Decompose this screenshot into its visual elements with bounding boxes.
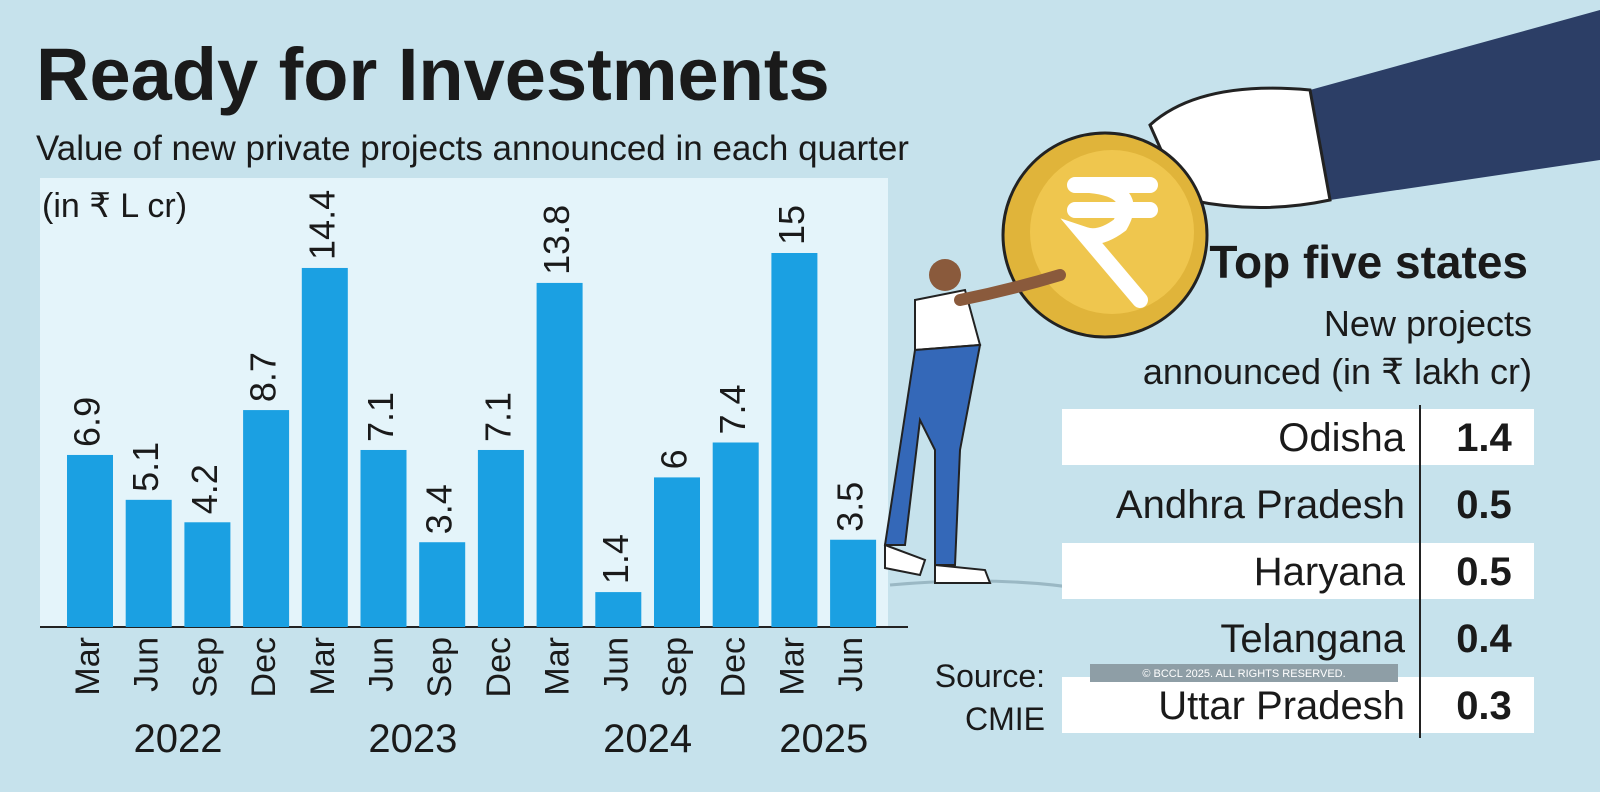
x-tick-label: Dec	[715, 637, 753, 697]
x-tick-label: Sep	[186, 637, 224, 698]
table-row-bg	[1062, 677, 1534, 733]
x-tick-label: Jun	[362, 637, 400, 692]
year-label: 2025	[779, 717, 868, 761]
bar	[301, 267, 348, 627]
bar	[771, 253, 818, 627]
x-tick-label: Sep	[421, 637, 459, 698]
bar	[419, 542, 466, 627]
trousers	[883, 343, 982, 566]
state-value: 0.3	[1456, 684, 1512, 728]
data-label: 3.5	[830, 482, 871, 532]
x-tick-label: Jun	[832, 637, 870, 692]
year-label: 2022	[134, 717, 223, 761]
table: Odisha 1.4 Andhra Pradesh 0.5 Haryana 0.5 Tela…	[1062, 409, 1534, 733]
data-label: 7.1	[360, 392, 401, 442]
x-tick-label: Mar	[69, 637, 107, 696]
bar	[830, 539, 877, 627]
x-tick-label: Jun	[128, 637, 166, 692]
data-label: 5.1	[125, 442, 166, 492]
data-label: 4.2	[184, 464, 225, 514]
table-row-bg	[1062, 409, 1534, 465]
unit-label: (in ₹ L cr)	[42, 187, 187, 225]
data-label: 7.4	[712, 384, 753, 434]
state-value: 0.5	[1456, 483, 1512, 527]
sleeve	[1310, 10, 1600, 200]
illustration	[883, 10, 1600, 592]
copyright-box	[1090, 664, 1398, 682]
data-label: 14.4	[301, 190, 342, 260]
x-tick-label: Jun	[597, 637, 635, 692]
data-label: 3.4	[419, 484, 460, 534]
chart-title: Ready for Investments	[36, 33, 830, 116]
data-label: 15	[771, 205, 812, 245]
bar	[654, 477, 700, 627]
x-tick-label: Dec	[245, 637, 283, 697]
year-label: 2023	[368, 717, 457, 761]
x-tick-label: Dec	[480, 637, 518, 697]
bar	[536, 282, 583, 627]
arm	[954, 269, 1066, 306]
table-subtitle: New projects	[1324, 303, 1532, 344]
data-label: 1.4	[595, 534, 636, 584]
bar	[243, 410, 290, 627]
state-value: 0.4	[1456, 617, 1512, 661]
table-row-bg	[1062, 543, 1534, 599]
year-label: 2024	[603, 717, 692, 761]
x-tick-label: Mar	[539, 637, 577, 696]
source: CMIE	[965, 701, 1045, 737]
state-value: 1.4	[1456, 416, 1512, 460]
bar	[125, 499, 172, 627]
x-tick-label: Mar	[773, 637, 811, 696]
data-label: 6	[654, 449, 695, 469]
x-tick-label: Mar	[304, 637, 342, 696]
state-name: Odisha	[1278, 416, 1405, 460]
data-label: 13.8	[536, 205, 577, 275]
chart-subtitle: Value of new private projects announced …	[36, 129, 909, 168]
bar	[184, 522, 231, 627]
state-name: Telangana	[1220, 617, 1405, 661]
bar	[712, 442, 759, 627]
source: Source:	[935, 658, 1045, 694]
state-name: Andhra Pradesh	[1116, 483, 1405, 527]
shoes	[884, 543, 992, 584]
state-name: Haryana	[1254, 550, 1406, 594]
bar	[360, 449, 407, 627]
copyright: © BCCL 2025. ALL RIGHTS RESERVED.	[1142, 668, 1345, 680]
data-label: 6.9	[67, 397, 108, 447]
bar	[595, 592, 642, 627]
data-label: 8.7	[243, 352, 284, 402]
bar	[67, 454, 113, 627]
data-label: 7.1	[477, 392, 518, 442]
table-title: Top five states	[1209, 236, 1528, 288]
state-value: 0.5	[1456, 550, 1512, 594]
bar	[477, 449, 524, 627]
rupee-symbol	[1060, 177, 1158, 308]
table-subtitle: announced (in ₹ lakh cr)	[1143, 351, 1532, 392]
x-tick-label: Sep	[656, 637, 694, 698]
head	[929, 259, 961, 291]
state-name: Uttar Pradesh	[1158, 684, 1405, 728]
